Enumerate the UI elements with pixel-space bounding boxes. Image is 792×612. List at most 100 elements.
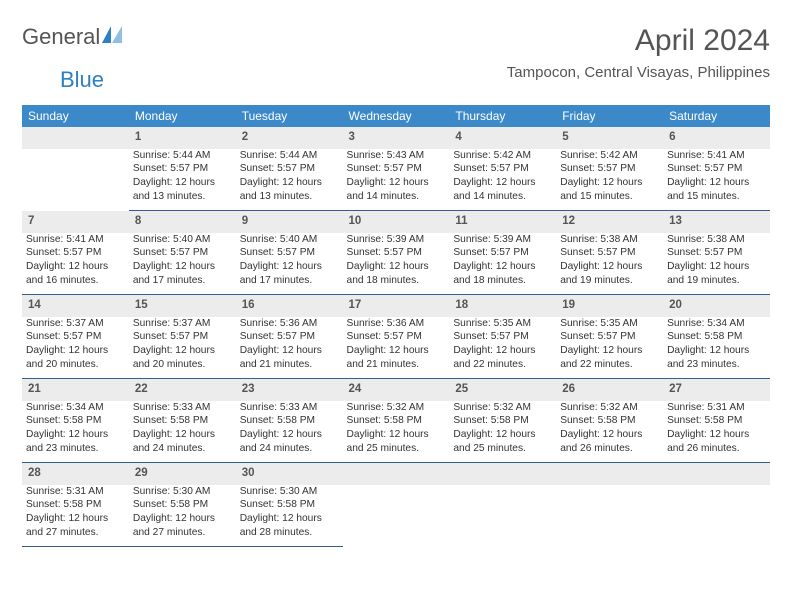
sunrise-line: Sunrise: 5:35 AM (560, 317, 659, 331)
day-content: Sunrise: 5:40 AMSunset: 5:57 PMDaylight:… (129, 233, 236, 295)
day-content: Sunrise: 5:32 AMSunset: 5:58 PMDaylight:… (556, 401, 663, 463)
sunset-line: Sunset: 5:57 PM (26, 330, 125, 344)
sunrise-line: Sunrise: 5:37 AM (133, 317, 232, 331)
daylight-line: Daylight: 12 hours and 15 minutes. (560, 176, 659, 204)
day-content: Sunrise: 5:42 AMSunset: 5:57 PMDaylight:… (449, 149, 556, 211)
day-content: Sunrise: 5:35 AMSunset: 5:57 PMDaylight:… (556, 317, 663, 379)
sunset-line: Sunset: 5:57 PM (453, 330, 552, 344)
sunset-line: Sunset: 5:57 PM (453, 246, 552, 260)
daylight-line: Daylight: 12 hours and 13 minutes. (133, 176, 232, 204)
day-content: Sunrise: 5:30 AMSunset: 5:58 PMDaylight:… (236, 485, 343, 547)
sunrise-line: Sunrise: 5:37 AM (26, 317, 125, 331)
day-number: 6 (663, 127, 770, 149)
sunrise-line: Sunrise: 5:41 AM (26, 233, 125, 247)
weekday-header: Thursday (449, 105, 556, 127)
daylight-line: Daylight: 12 hours and 25 minutes. (453, 428, 552, 456)
sunrise-line: Sunrise: 5:40 AM (133, 233, 232, 247)
daylight-line: Daylight: 12 hours and 20 minutes. (133, 344, 232, 372)
day-content: Sunrise: 5:42 AMSunset: 5:57 PMDaylight:… (556, 149, 663, 211)
day-number: 3 (343, 127, 450, 149)
day-number (449, 463, 556, 485)
sunset-line: Sunset: 5:58 PM (133, 414, 232, 428)
sunrise-line: Sunrise: 5:34 AM (667, 317, 766, 331)
sunrise-line: Sunrise: 5:42 AM (453, 149, 552, 163)
day-number: 13 (663, 211, 770, 233)
day-content: Sunrise: 5:33 AMSunset: 5:58 PMDaylight:… (129, 401, 236, 463)
sunrise-line: Sunrise: 5:30 AM (240, 485, 339, 499)
day-number: 19 (556, 295, 663, 317)
sunset-line: Sunset: 5:57 PM (133, 162, 232, 176)
weekday-header: Saturday (663, 105, 770, 127)
sunrise-line: Sunrise: 5:40 AM (240, 233, 339, 247)
daylight-line: Daylight: 12 hours and 26 minutes. (560, 428, 659, 456)
day-content: Sunrise: 5:30 AMSunset: 5:58 PMDaylight:… (129, 485, 236, 547)
day-content: Sunrise: 5:31 AMSunset: 5:58 PMDaylight:… (22, 485, 129, 547)
daylight-line: Daylight: 12 hours and 22 minutes. (453, 344, 552, 372)
sunrise-line: Sunrise: 5:39 AM (453, 233, 552, 247)
day-number: 15 (129, 295, 236, 317)
day-content: Sunrise: 5:36 AMSunset: 5:57 PMDaylight:… (343, 317, 450, 379)
sunrise-line: Sunrise: 5:41 AM (667, 149, 766, 163)
logo: General (22, 24, 126, 50)
sunrise-line: Sunrise: 5:44 AM (133, 149, 232, 163)
calendar-table: SundayMondayTuesdayWednesdayThursdayFrid… (22, 105, 770, 547)
sunrise-line: Sunrise: 5:42 AM (560, 149, 659, 163)
sunrise-line: Sunrise: 5:32 AM (560, 401, 659, 415)
logo-text-general: General (22, 24, 100, 50)
day-number: 27 (663, 379, 770, 401)
sunset-line: Sunset: 5:57 PM (133, 246, 232, 260)
day-content: Sunrise: 5:38 AMSunset: 5:57 PMDaylight:… (663, 233, 770, 295)
day-number (663, 463, 770, 485)
day-number: 28 (22, 463, 129, 485)
sunset-line: Sunset: 5:58 PM (26, 414, 125, 428)
sunset-line: Sunset: 5:57 PM (240, 162, 339, 176)
sunrise-line: Sunrise: 5:33 AM (240, 401, 339, 415)
sunset-line: Sunset: 5:58 PM (453, 414, 552, 428)
day-content: Sunrise: 5:34 AMSunset: 5:58 PMDaylight:… (663, 317, 770, 379)
day-content: Sunrise: 5:40 AMSunset: 5:57 PMDaylight:… (236, 233, 343, 295)
day-content: Sunrise: 5:43 AMSunset: 5:57 PMDaylight:… (343, 149, 450, 211)
day-content: Sunrise: 5:38 AMSunset: 5:57 PMDaylight:… (556, 233, 663, 295)
day-number: 30 (236, 463, 343, 485)
day-number: 24 (343, 379, 450, 401)
sunrise-line: Sunrise: 5:38 AM (560, 233, 659, 247)
daylight-line: Daylight: 12 hours and 13 minutes. (240, 176, 339, 204)
daylight-line: Daylight: 12 hours and 27 minutes. (26, 512, 125, 540)
sunset-line: Sunset: 5:57 PM (347, 330, 446, 344)
daylight-line: Daylight: 12 hours and 17 minutes. (240, 260, 339, 288)
day-number: 14 (22, 295, 129, 317)
sunrise-line: Sunrise: 5:34 AM (26, 401, 125, 415)
day-number: 16 (236, 295, 343, 317)
weekday-header: Friday (556, 105, 663, 127)
sunset-line: Sunset: 5:58 PM (26, 498, 125, 512)
day-content (663, 485, 770, 547)
daylight-line: Daylight: 12 hours and 21 minutes. (347, 344, 446, 372)
content-row: Sunrise: 5:31 AMSunset: 5:58 PMDaylight:… (22, 485, 770, 547)
day-content (449, 485, 556, 547)
day-number: 12 (556, 211, 663, 233)
day-number: 18 (449, 295, 556, 317)
sunrise-line: Sunrise: 5:35 AM (453, 317, 552, 331)
day-content: Sunrise: 5:33 AMSunset: 5:58 PMDaylight:… (236, 401, 343, 463)
weekday-header: Monday (129, 105, 236, 127)
day-content: Sunrise: 5:32 AMSunset: 5:58 PMDaylight:… (343, 401, 450, 463)
day-number: 22 (129, 379, 236, 401)
day-number: 26 (556, 379, 663, 401)
daylight-line: Daylight: 12 hours and 26 minutes. (667, 428, 766, 456)
daylight-line: Daylight: 12 hours and 15 minutes. (667, 176, 766, 204)
sunset-line: Sunset: 5:58 PM (240, 498, 339, 512)
daylight-line: Daylight: 12 hours and 27 minutes. (133, 512, 232, 540)
sunrise-line: Sunrise: 5:33 AM (133, 401, 232, 415)
sunset-line: Sunset: 5:57 PM (667, 162, 766, 176)
day-number: 23 (236, 379, 343, 401)
sunrise-line: Sunrise: 5:43 AM (347, 149, 446, 163)
sunset-line: Sunset: 5:58 PM (240, 414, 339, 428)
daylight-line: Daylight: 12 hours and 18 minutes. (453, 260, 552, 288)
page-title: April 2024 (507, 24, 770, 58)
day-content: Sunrise: 5:32 AMSunset: 5:58 PMDaylight:… (449, 401, 556, 463)
day-number: 20 (663, 295, 770, 317)
day-number (22, 127, 129, 149)
daylight-line: Daylight: 12 hours and 17 minutes. (133, 260, 232, 288)
day-number: 2 (236, 127, 343, 149)
day-content: Sunrise: 5:44 AMSunset: 5:57 PMDaylight:… (129, 149, 236, 211)
